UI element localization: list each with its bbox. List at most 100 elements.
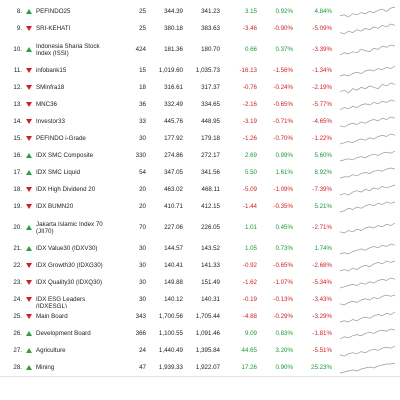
sparkline-line [339,44,396,55]
table-row[interactable]: 20. Jakarta Islamic Index 70 (JII70) 70 227… [0,215,400,241]
last-value: 341.23 [201,8,220,15]
change-value: -1.44 [242,203,257,210]
row-number: 14. [13,118,22,125]
trend-arrow-icon [26,297,32,302]
index-name-link[interactable]: IDX ESG Leaders (IDXESGL) [36,296,86,310]
index-name-link[interactable]: PEFINDO25 [36,8,71,15]
index-name-link[interactable]: Jakarta Islamic Index 70 (JII70) [36,220,103,235]
last-value: 141.33 [201,262,220,269]
constituents-count: 30 [139,296,146,303]
table-row[interactable]: 23. IDX Quality30 (IDXQ30) 30 149.88 151.49 -… [0,274,400,292]
ytd-percent: 4.84% [314,8,332,15]
change-value: 2.69 [244,152,257,159]
table-row[interactable]: 22. IDX Growth30 (IDXG30) 30 140.41 141.33 -0… [0,257,400,275]
sparkline-chart [339,345,398,357]
last-value: 317.37 [201,84,220,91]
table-row[interactable]: 16. IDX SMC Composite 330 274.86 272.17 2.69 0… [0,147,400,165]
row-number: 28. [13,364,22,371]
sparkline-line [339,6,396,17]
change-percent: 1.61% [275,169,293,176]
table-row[interactable]: 27. Agriculture 24 1,440.49 1,395.84 44.65 3.2… [0,342,400,360]
row-number: 24. [13,296,22,303]
table-row[interactable]: 8. PEFINDO25 25 344.39 341.23 3.15 0.92% 4.84% [0,3,400,21]
previous-value: 463.02 [164,186,183,193]
change-value: 3.15 [244,8,257,15]
table-row-partial [0,394,400,400]
table-row[interactable]: 21. IDX Value30 (IDXV30) 30 144.57 143.52 1.0… [0,240,400,258]
ytd-percent: -2.71% [312,224,332,231]
trend-arrow-icon [26,119,32,124]
row-number: 27. [13,347,22,354]
table-row[interactable]: 24. IDX ESG Leaders (IDXESGL) 30 140.12 140.… [0,291,400,310]
sparkline-chart [339,294,398,306]
index-name-link[interactable]: Mining [36,364,55,371]
index-name-link[interactable]: PEFINDO i-Grade [36,135,86,142]
table-row[interactable]: 17. IDX SMC Liquid 54 347.05 341.56 5.50 1.61%… [0,164,400,182]
table-row[interactable]: 12. SMinfra18 18 316.61 317.37 -0.76 -0.24% -2.… [0,79,400,97]
last-value: 1,922.07 [195,364,220,371]
index-name-link[interactable]: SRI-KEHATI [36,25,71,32]
change-percent: -1.07% [273,279,293,286]
table-row[interactable]: 14. Investor33 33 445.76 448.95 -3.19 -0.71% -4… [0,113,400,131]
index-name-link[interactable]: Development Board [36,330,91,337]
change-percent: 0.83% [275,330,293,337]
table-row[interactable]: 15. PEFINDO i-Grade 30 177.92 179.18 -1.26 -0.… [0,130,400,148]
triangle-up-icon [26,365,33,372]
previous-value: 1,440.49 [158,347,183,354]
index-name-link[interactable]: Investor33 [36,118,65,125]
table-row[interactable]: 19. IDX BUMN20 20 410.71 412.15 -1.44 -0.35% 5.… [0,198,400,216]
previous-value: 177.92 [164,135,183,142]
index-name-link[interactable]: SMinfra18 [36,84,65,91]
change-percent: 3.20% [275,347,293,354]
constituents-count: 30 [139,262,146,269]
index-name-link[interactable]: IDX BUMN20 [36,203,74,210]
last-value: 448.95 [201,118,220,125]
ytd-percent: -5.34% [312,279,332,286]
sparkline-chart [339,201,398,213]
change-value: 9.09 [244,330,257,337]
sparkline-line [339,116,396,127]
trend-arrow-icon [26,280,32,285]
triangle-down-icon [26,85,33,92]
index-name-link[interactable]: infobank15 [36,67,67,74]
sparkline-line [339,184,396,195]
previous-value: 316.61 [164,84,183,91]
index-name-link[interactable]: Indonesia Sharia Stock Index (ISSI) [36,42,100,57]
change-value: 1.01 [244,224,257,231]
previous-value: 144.57 [164,245,183,252]
index-name-link[interactable]: IDX SMC Liquid [36,169,81,176]
constituents-count: 15 [139,67,146,74]
table-row[interactable]: 25. Main Board 343 1,700.56 1,705.44 -4.88 -0.… [0,308,400,326]
index-name-link[interactable]: IDX Value30 (IDXV30) [36,245,98,252]
last-value: 1,091.46 [195,330,220,337]
index-name-link[interactable]: IDX Growth30 (IDXG30) [36,262,103,269]
table-row[interactable]: 11. infobank15 15 1,019.60 1,035.73 -16.13 -1.… [0,62,400,80]
constituents-count: 30 [139,279,146,286]
last-value: 383.63 [201,25,220,32]
ytd-percent: 5.21% [314,203,332,210]
table-row[interactable]: 9. SRI-KEHATI 25 380.18 383.63 -3.46 -0.90% -5.… [0,20,400,38]
previous-value: 344.39 [164,8,183,15]
table-row[interactable]: 26. Development Board 366 1,100.55 1,091.46 9… [0,325,400,343]
row-number: 23. [13,279,22,286]
sparkline-line [339,201,396,212]
table-row[interactable]: 13. MNC36 36 332.49 334.65 -2.16 -0.65% -5.77% [0,96,400,114]
sparkline-line [339,82,396,93]
change-percent: -1.09% [273,186,293,193]
change-percent: 0.99% [275,152,293,159]
index-name-link[interactable]: Agriculture [36,347,66,354]
change-percent: -0.65% [273,262,293,269]
last-value: 226.05 [201,224,220,231]
trend-arrow-icon [26,314,32,319]
table-row[interactable]: 28. Mining 47 1,939.33 1,922.07 17.26 0.90% 25.… [0,359,400,377]
index-name-link[interactable]: IDX SMC Composite [36,152,94,159]
index-name-link[interactable]: IDX Quality30 (IDXQ30) [36,279,103,286]
index-name-link[interactable]: MNC36 [36,101,57,108]
index-name-link[interactable]: Main Board [36,313,68,320]
index-name-link[interactable]: IDX High Dividend 20 [36,186,96,193]
table-row[interactable]: 10. Indonesia Sharia Stock Index (ISSI) 42… [0,37,400,63]
constituents-count: 20 [139,186,146,193]
trend-arrow-icon [26,9,32,14]
last-value: 468.11 [201,186,220,193]
table-row[interactable]: 18. IDX High Dividend 20 20 463.02 468.11 -5.… [0,181,400,199]
